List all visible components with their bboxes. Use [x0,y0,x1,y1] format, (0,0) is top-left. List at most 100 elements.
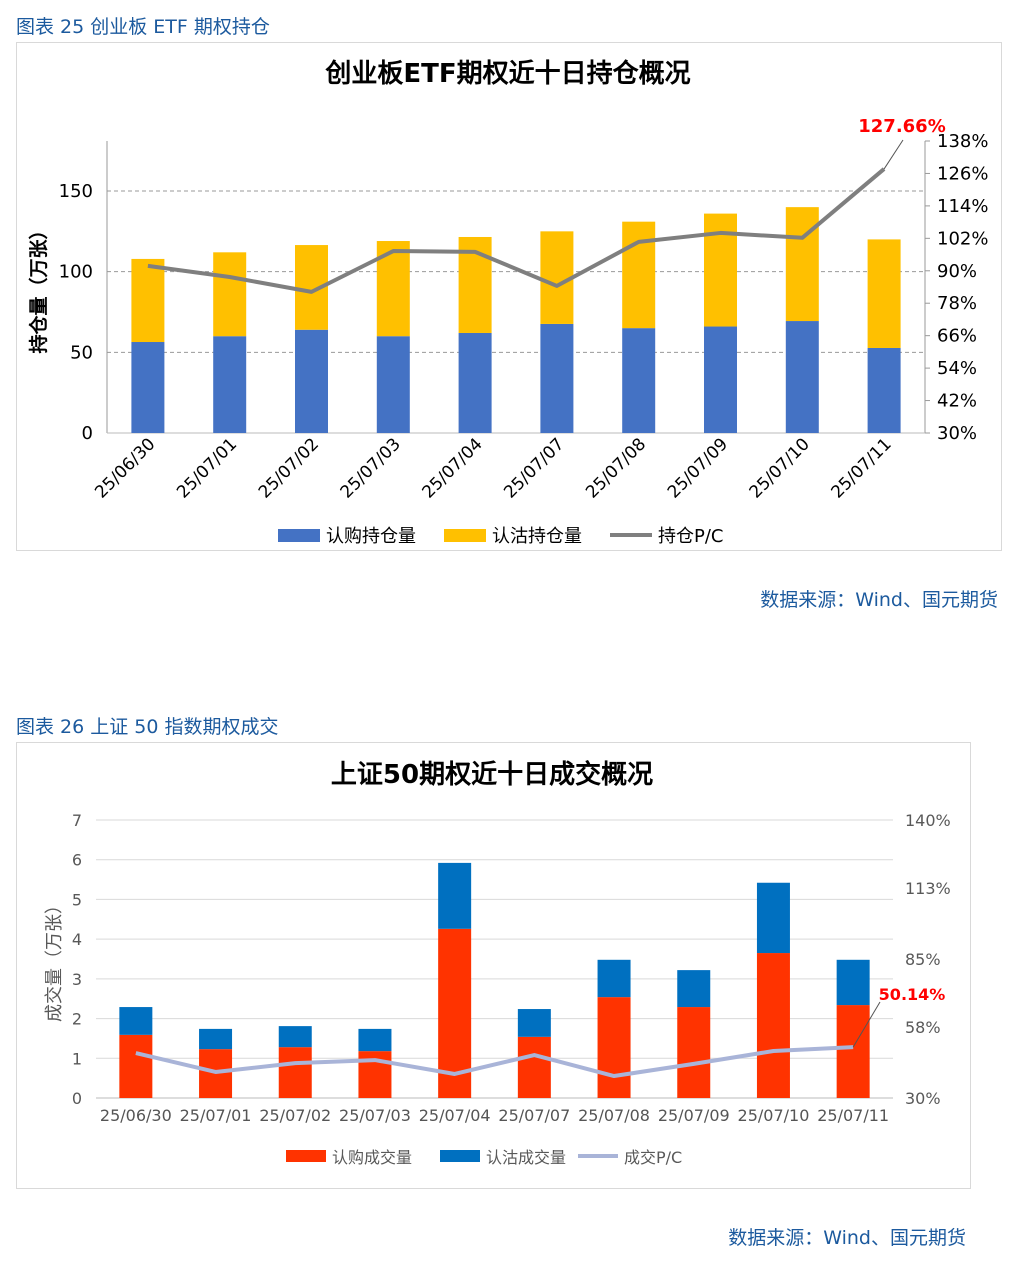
x-tick-label: 25/07/10 [738,1106,810,1125]
y2-tick-label: 42% [937,391,977,412]
y-tick-label: 2 [72,1010,82,1029]
y-axis-title: 持仓量（万张） [27,220,50,353]
legend-label: 持仓P/C [658,526,724,547]
x-tick-label: 25/07/07 [498,1106,570,1125]
bar-call [540,323,574,433]
x-tick-label: 25/07/07 [500,434,568,502]
bar-put [836,959,870,1006]
y-tick-label: 100 [59,262,93,283]
pc-ratio-line [147,167,886,294]
bar-put [597,959,631,998]
x-tick-label: 25/07/09 [658,1106,730,1125]
bar-call [785,321,819,433]
bar-put [517,1009,551,1037]
bar-call [517,1036,551,1098]
bar-call [597,997,631,1098]
x-tick-label: 25/07/04 [418,434,486,502]
data-source-2: 数据来源：Wind、国元期货 [728,1227,966,1249]
legend-swatch [286,1150,326,1162]
chart-frame-2 [16,742,971,1189]
y2-tick-label: 58% [905,1018,941,1037]
bar-put [704,213,737,327]
legend-label: 认购持仓量 [326,526,416,547]
y2-tick-label: 126% [937,163,988,184]
bar-call [213,336,247,433]
bar-put [358,1028,392,1052]
y2-tick-label: 30% [937,423,977,444]
y2-tick-label: 140% [905,811,951,830]
y-tick-label: 3 [72,970,82,989]
x-tick-label: 25/07/02 [255,434,323,502]
bar-call [295,329,328,433]
bar-put [119,1007,153,1035]
y-tick-label: 4 [72,930,82,949]
y-tick-label: 50 [70,342,93,363]
bar-call [677,1007,711,1098]
bar-put [199,1028,233,1050]
y2-tick-label: 90% [937,261,977,282]
y2-tick-label: 30% [905,1089,941,1108]
annotation-leader-line [883,139,904,170]
bar-put [213,252,247,337]
bar-call [622,328,656,433]
x-tick-label: 25/07/02 [259,1106,331,1125]
y-tick-label: 5 [72,890,82,909]
y2-tick-label: 113% [905,879,951,898]
x-tick-label: 25/07/09 [664,434,732,502]
bar-put [540,231,574,324]
legend-swatch [444,529,486,542]
y-tick-label: 0 [72,1089,82,1108]
y-tick-label: 1 [72,1049,82,1068]
legend-label: 成交P/C [624,1148,682,1167]
y-tick-label: 7 [72,811,82,830]
y2-tick-label: 138% [937,131,988,152]
bar-put [756,882,790,954]
bar-put [677,970,711,1008]
legend-swatch [440,1150,480,1162]
bar-call [278,1047,312,1098]
y2-tick-label: 78% [937,293,977,314]
legend-label: 认购成交量 [332,1148,412,1167]
y2-tick-label: 114% [937,196,988,217]
annotation-leader-line [852,1001,881,1048]
bar-call [119,1034,153,1098]
bar-call [131,342,165,433]
x-tick-label: 25/07/08 [578,1106,650,1125]
pc-ratio-line [135,1045,854,1079]
x-tick-label: 25/07/03 [337,434,405,502]
y-tick-label: 0 [82,423,93,444]
bar-put [622,221,656,329]
x-tick-label: 25/06/30 [91,434,159,502]
bar-put [131,258,165,343]
pc-annotation-label: 127.66% [858,116,946,137]
bar-put [867,239,901,348]
x-tick-label: 25/07/04 [419,1106,491,1125]
y-axis-title: 成交量（万张） [44,896,65,1022]
x-tick-label: 25/07/11 [827,434,895,502]
bar-call [458,332,492,433]
chart-title: 上证50期权近十日成交概况 [331,759,653,790]
legend-swatch [278,529,320,542]
x-tick-label: 25/07/01 [173,434,241,502]
bar-call [836,1005,870,1098]
bar-put [438,862,472,929]
x-tick-label: 25/06/30 [100,1106,172,1125]
x-tick-label: 25/07/10 [746,434,814,502]
bar-call [704,326,737,433]
bar-call [867,347,901,433]
chart-title: 创业板ETF期权近十日持仓概况 [324,58,690,89]
y-tick-label: 6 [72,851,82,870]
y2-tick-label: 54% [937,358,977,379]
pc-annotation-label: 50.14% [879,985,946,1004]
figure-caption-25: 图表 25 创业板 ETF 期权持仓 [16,16,270,38]
bar-put [278,1026,312,1048]
x-tick-label: 25/07/08 [582,434,650,502]
bar-call [756,953,790,1098]
legend-label: 认沽成交量 [486,1148,566,1167]
y2-tick-label: 102% [937,228,988,249]
y-tick-label: 150 [59,181,93,202]
y2-tick-label: 66% [937,326,977,347]
data-source-1: 数据来源：Wind、国元期货 [760,589,998,611]
figure-caption-26: 图表 26 上证 50 指数期权成交 [16,716,279,738]
